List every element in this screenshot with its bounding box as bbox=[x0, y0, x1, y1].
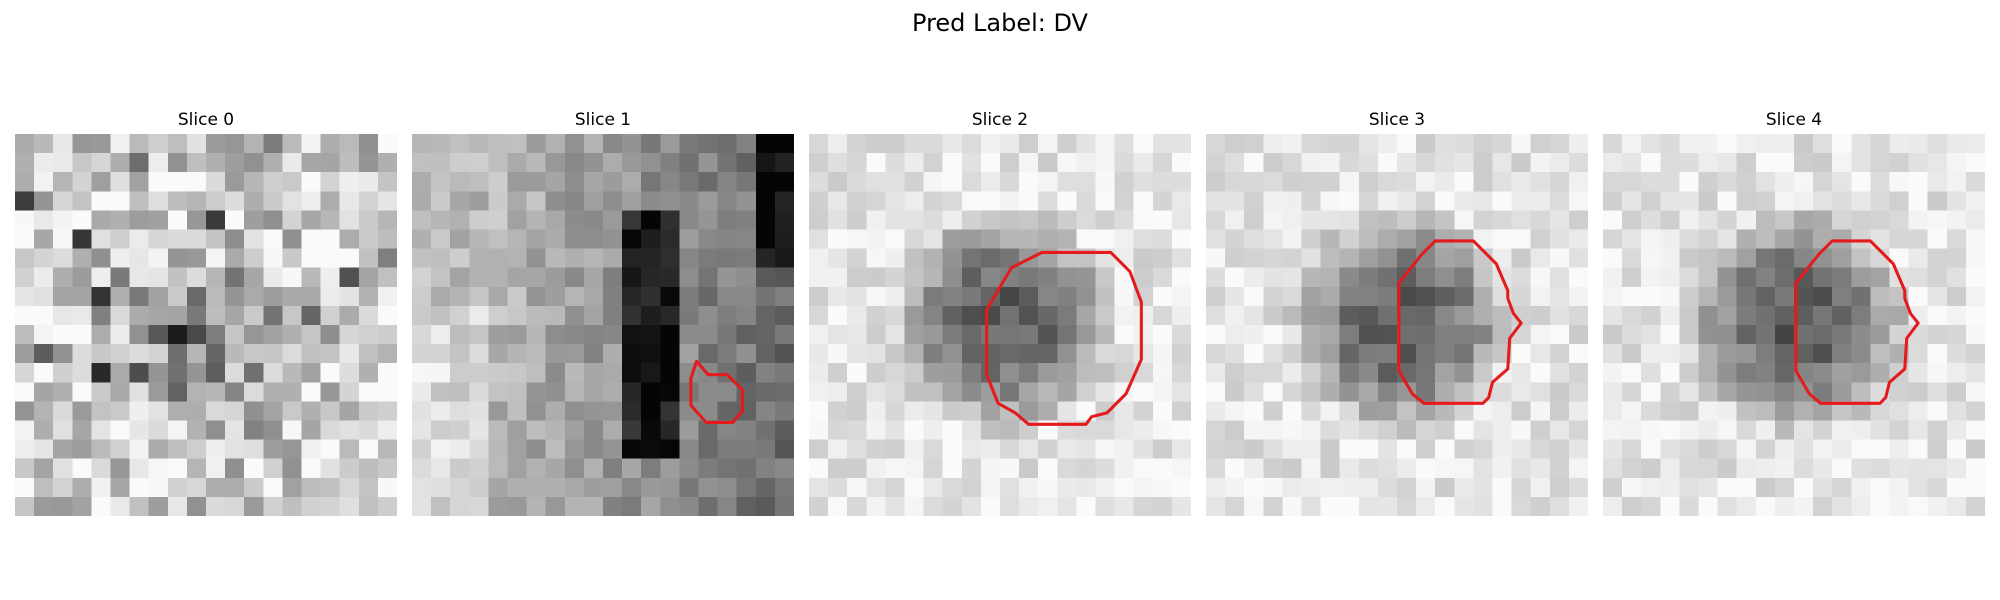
slice-title: Slice 1 bbox=[574, 110, 632, 130]
segmentation-contour bbox=[689, 359, 744, 424]
slice-image bbox=[15, 134, 397, 516]
slice-image bbox=[1206, 134, 1588, 516]
slice-image bbox=[809, 134, 1191, 516]
segmentation-contour bbox=[985, 250, 1143, 426]
slice-panel-1: Slice 1 bbox=[412, 108, 794, 516]
slice-panel-2: Slice 2 bbox=[809, 108, 1191, 516]
slice-title: Slice 4 bbox=[1765, 110, 1823, 130]
slice-title: Slice 2 bbox=[971, 110, 1029, 130]
slice-panel-0: Slice 0 bbox=[15, 108, 397, 516]
segmentation-contour bbox=[1397, 239, 1523, 405]
slice-image bbox=[1603, 134, 1985, 516]
slice-title: Slice 0 bbox=[177, 110, 235, 130]
slice-image bbox=[412, 134, 794, 516]
slice-panel-3: Slice 3 bbox=[1206, 108, 1588, 516]
slice-title: Slice 3 bbox=[1368, 110, 1426, 130]
figure-title: Pred Label: DV bbox=[912, 9, 1088, 37]
segmentation-contour bbox=[1794, 239, 1920, 405]
slice-panel-4: Slice 4 bbox=[1603, 108, 1985, 516]
